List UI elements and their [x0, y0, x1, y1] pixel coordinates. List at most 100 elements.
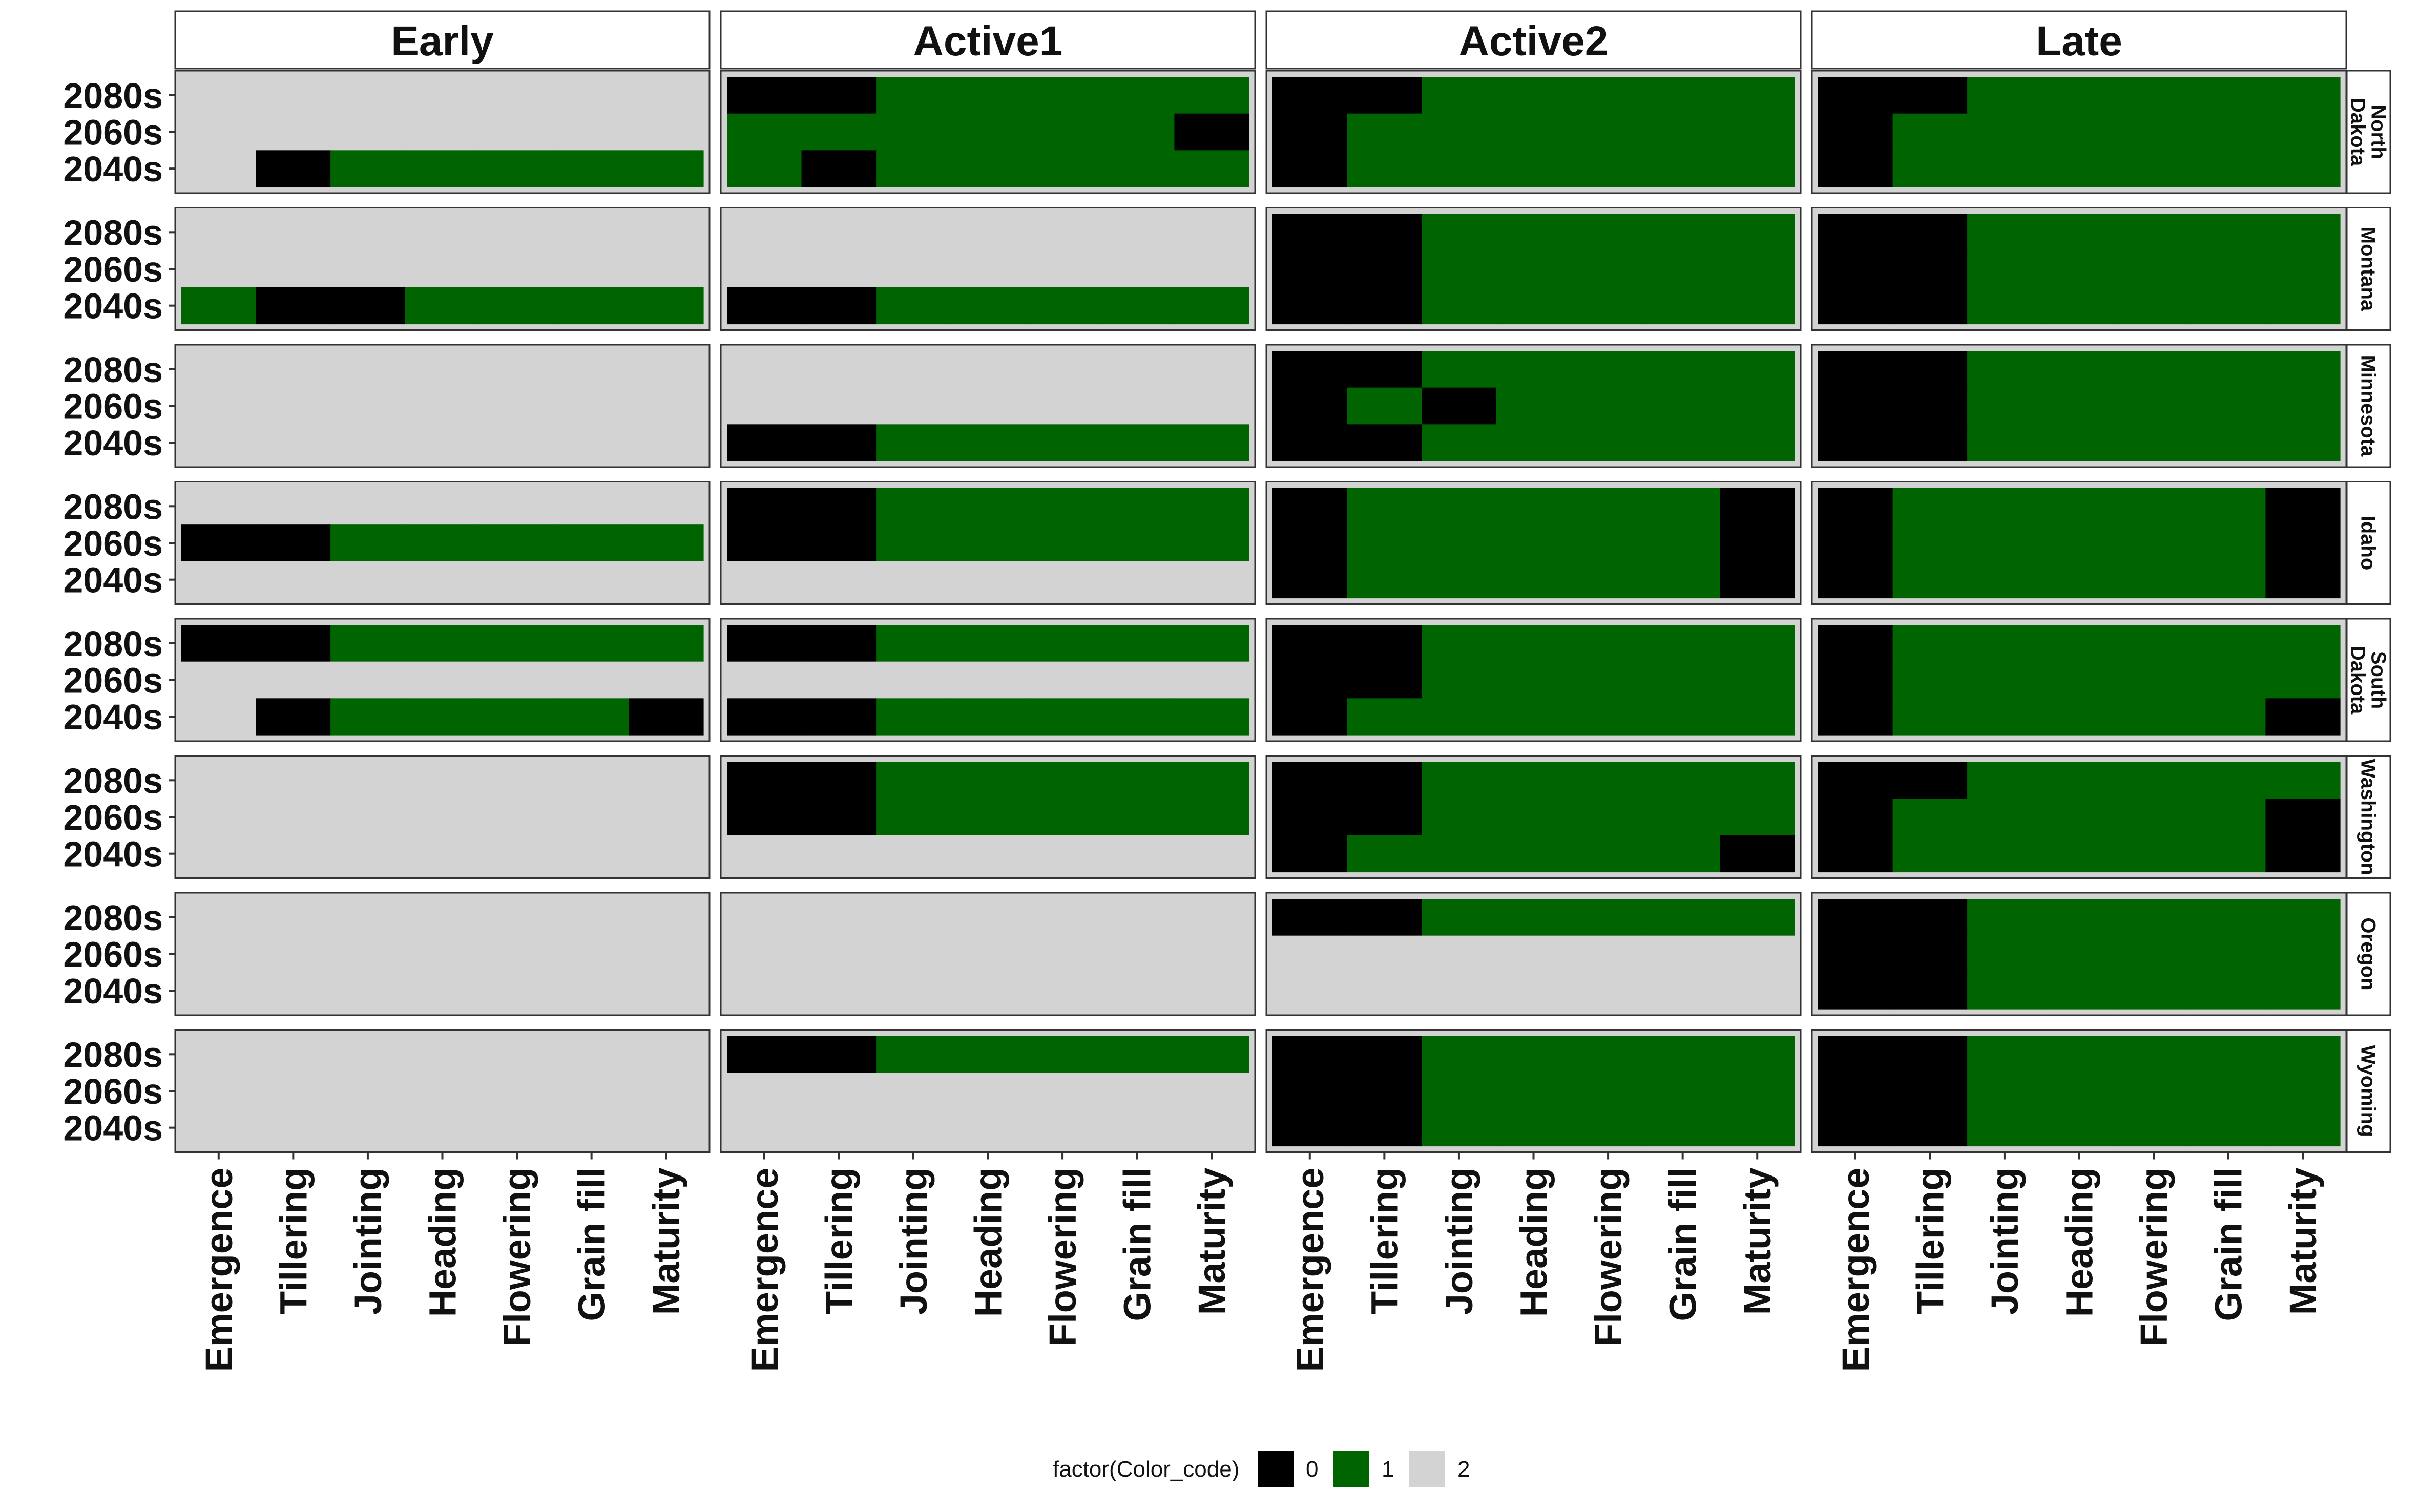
heatmap-cell: [1818, 799, 1893, 836]
heatmap-cell: [2190, 625, 2266, 662]
heatmap-cell: [554, 762, 630, 799]
heatmap-cell: [950, 150, 1026, 187]
heatmap-cell: [256, 488, 331, 525]
y-tick-label-2080s: 2080s: [63, 487, 163, 527]
heatmap-cell: [801, 625, 877, 662]
x-tick-label-tillering: Tillering: [818, 1168, 860, 1314]
heatmap-cell: [1174, 698, 1249, 736]
heatmap-cell: [2265, 972, 2341, 1010]
heatmap-cell: [1818, 1073, 1893, 1110]
heatmap-cell: [1967, 1109, 2042, 1147]
heatmap-cell: [479, 351, 555, 388]
heatmap-cell: [1174, 351, 1249, 388]
heatmap-cell: [801, 1036, 877, 1073]
heatmap-cell: [1720, 113, 1795, 151]
heatmap-cell: [1174, 113, 1249, 151]
heatmap-cell: [1347, 661, 1422, 699]
heatmap-cell: [1174, 77, 1249, 114]
heatmap-cell: [405, 835, 480, 873]
heatmap-cell: [2190, 799, 2266, 836]
heatmap-cell: [2190, 835, 2266, 873]
heatmap-cell: [876, 972, 951, 1010]
x-tick-label-tillering: Tillering: [1909, 1168, 1951, 1314]
heatmap-cell: [1422, 1036, 1497, 1073]
heatmap-cell: [1496, 1036, 1571, 1073]
heatmap-cell: [1892, 972, 1968, 1010]
heatmap-cell: [405, 250, 480, 288]
heatmap-cell: [2190, 424, 2266, 461]
heatmap-cell: [1645, 762, 1721, 799]
heatmap-cell: [554, 935, 630, 973]
heatmap-cell: [1496, 524, 1571, 562]
heatmap-cell: [1347, 625, 1422, 662]
heatmap-cell: [2265, 835, 2341, 873]
heatmap-cell: [405, 762, 480, 799]
heatmap-cell: [405, 113, 480, 151]
heatmap-cell: [1099, 625, 1175, 662]
x-tick-label-grain-fill: Grain fill: [1662, 1168, 1704, 1321]
heatmap-cell: [801, 799, 877, 836]
heatmap-cell: [181, 799, 257, 836]
y-tick-label-2040s: 2040s: [63, 560, 163, 600]
heatmap-cell: [1892, 625, 1968, 662]
heatmap-cell: [950, 351, 1026, 388]
heatmap-cell: [1099, 214, 1175, 251]
heatmap-cell: [1347, 1036, 1422, 1073]
heatmap-cell: [727, 799, 802, 836]
heatmap-cell: [950, 698, 1026, 736]
heatmap-cell: [1272, 488, 1348, 525]
heatmap-cell: [1645, 77, 1721, 114]
heatmap-cell: [1720, 214, 1795, 251]
heatmap-cell: [330, 150, 406, 187]
heatmap-cell: [1967, 1073, 2042, 1110]
heatmap-cell: [1967, 799, 2042, 836]
heatmap-cell: [1967, 935, 2042, 973]
heatmap-cell: [1892, 935, 1968, 973]
heatmap-cell: [1892, 387, 1968, 425]
heatmap-cell: [1272, 835, 1348, 873]
heatmap-cell: [950, 387, 1026, 425]
row-strip-label-washington: Washington: [2357, 759, 2380, 875]
heatmap-cell: [1571, 524, 1646, 562]
heatmap-cell: [629, 387, 704, 425]
x-tick-label-jointing: Jointing: [892, 1168, 935, 1315]
heatmap-cell: [1571, 113, 1646, 151]
heatmap-cell: [727, 387, 802, 425]
heatmap-cell: [727, 424, 802, 461]
x-axes: Emergence Tillering Jointing Heading Floweri…: [198, 1152, 2324, 1372]
heatmap-cell: [876, 762, 951, 799]
heatmap-cell: [1571, 935, 1646, 973]
heatmap-cell: [801, 250, 877, 288]
heatmap-cell: [629, 287, 704, 325]
heatmap-cell: [2041, 287, 2117, 325]
heatmap-cell: [1645, 351, 1721, 388]
heatmap-cell: [1025, 625, 1100, 662]
heatmap-cell: [1422, 424, 1497, 461]
heatmap-cell: [1720, 935, 1795, 973]
heatmap-cell: [554, 287, 630, 325]
heatmap-cell: [2190, 1073, 2266, 1110]
heatmap-cell: [256, 1073, 331, 1110]
heatmap-cell: [801, 351, 877, 388]
heatmap-cell: [1571, 1109, 1646, 1147]
heatmap-cell: [629, 214, 704, 251]
heatmap-cell: [1720, 524, 1795, 562]
heatmap-cell: [1025, 1036, 1100, 1073]
heatmap-cell: [2041, 524, 2117, 562]
heatmap-cell: [2041, 899, 2117, 936]
heatmap-cell: [479, 424, 555, 461]
row-strip-box-washington: [2346, 755, 2391, 879]
heatmap-cell: [1272, 935, 1348, 973]
heatmap-cell: [2190, 762, 2266, 799]
heatmap-cell: [1720, 387, 1795, 425]
y-tick-label-2040s: 2040s: [63, 971, 163, 1011]
heatmap-cell: [1025, 351, 1100, 388]
heatmap-cell: [2116, 899, 2192, 936]
heatmap-cell: [1571, 625, 1646, 662]
heatmap-cell: [2265, 1109, 2341, 1147]
heatmap-cell: [727, 561, 802, 599]
heatmap-cell: [2116, 698, 2192, 736]
heatmap-cell: [1272, 150, 1348, 187]
heatmap-cell: [1496, 835, 1571, 873]
